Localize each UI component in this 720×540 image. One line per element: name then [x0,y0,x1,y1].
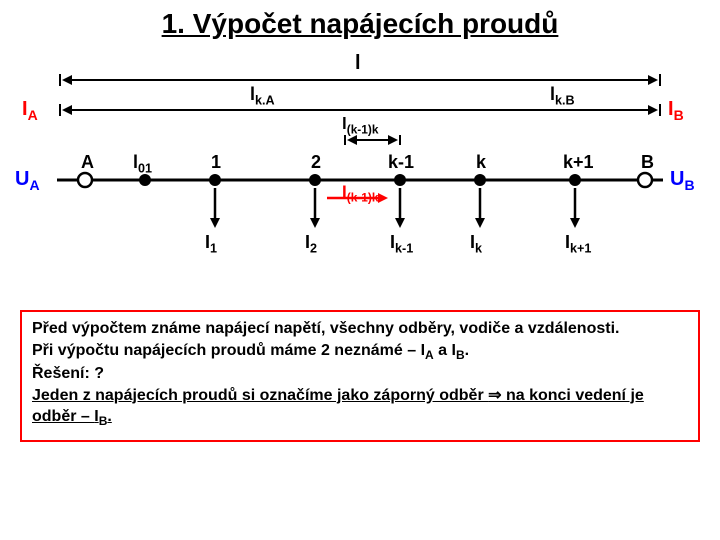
label-I-2: I1 [205,232,217,256]
para-line1: Před výpočtem známe napájecí napětí, vše… [32,320,619,337]
label-I-3: I2 [305,232,317,256]
label-UB: UB [670,168,695,193]
label-Ikk: I(k-1)k [342,182,378,204]
dim-lseg: l(k-1)k [342,114,378,136]
node-top-4: k-1 [388,152,414,173]
node-top-0: A [81,152,94,173]
label-IB: IB [668,98,684,123]
page-title: 1. Výpočet napájecích proudů [0,0,720,40]
dim-lkA: lk.A [250,84,275,108]
label-UA: UA [15,168,40,193]
para-line3: Řešení: ? [32,365,104,382]
explanation-box: Před výpočtem známe napájecí napětí, vše… [20,310,700,442]
dim-l: l [355,52,361,75]
node-top-1: l01 [133,152,152,176]
label-IA: IA [22,98,38,123]
node-top-2: 1 [211,152,221,173]
feeder-diagram: l lk.A lk.B l(k-1)k IA IB UA UB Al01 1 2 k-1 k k+1 B I(… [0,40,720,300]
node-top-3: 2 [311,152,321,173]
para-line4: Jeden z napájecích proudů si označíme ja… [32,387,644,426]
para-line2: Při výpočtu napájecích proudů máme 2 nez… [32,342,469,359]
node-top-5: k [476,152,486,173]
node-top-6: k+1 [563,152,594,173]
label-I-6: Ik+1 [565,232,591,256]
label-I-5: Ik [470,232,482,256]
dim-lkB: lk.B [550,84,575,108]
label-I-4: Ik-1 [390,232,413,256]
node-top-7: B [641,152,654,173]
